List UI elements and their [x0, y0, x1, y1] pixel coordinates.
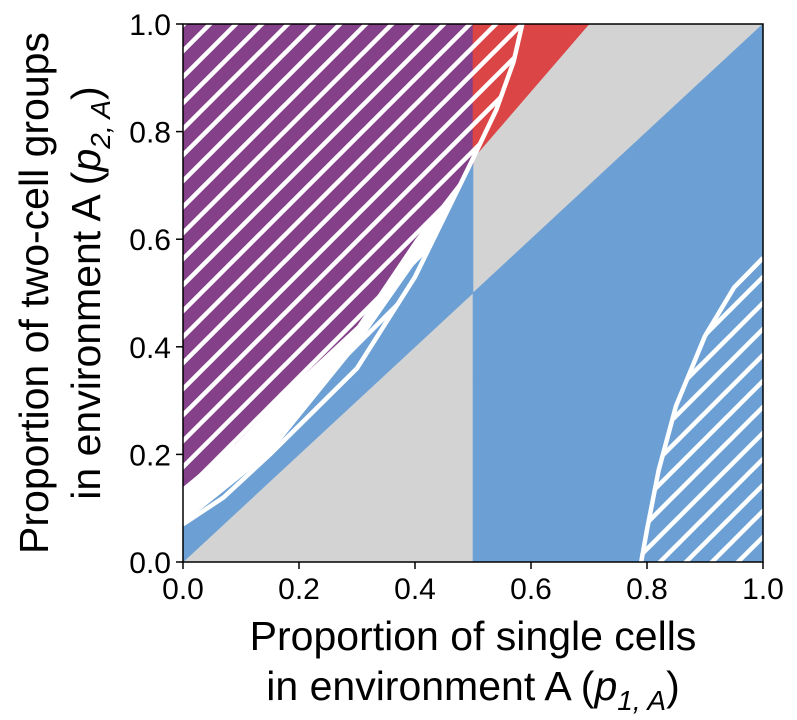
- x-tick-label: 0.6: [510, 573, 552, 606]
- x-axis-label-line1: Proportion of single cells: [250, 613, 697, 659]
- y-axis-label-symbol: p: [63, 149, 109, 174]
- hatched-region-1: [641, 258, 763, 562]
- x-tick-label: 0.2: [278, 573, 320, 606]
- hatched-region-0: [183, 24, 523, 525]
- x-axis-label-symbol: p: [592, 663, 617, 709]
- x-tick-label: 0.8: [626, 573, 668, 606]
- y-tick-label: 1.0: [129, 9, 171, 42]
- hatched-regions: [183, 24, 763, 562]
- boundary-curve-0: [183, 24, 525, 527]
- x-axis-label-subscript: 1, A: [617, 685, 666, 716]
- x-tick-label: 0.0: [162, 573, 204, 606]
- x-axis-label-line2: in environment A (p1, A): [266, 663, 679, 716]
- y-axis-label-line1: Proportion of two-cell groups: [11, 32, 57, 554]
- x-axis-ticks: 0.0 0.2 0.4 0.6 0.8 1.0: [162, 562, 784, 606]
- y-axis-label-close: ): [63, 86, 109, 100]
- x-axis-label-close: ): [666, 663, 680, 709]
- y-axis-label-text: in environment A (: [63, 171, 109, 500]
- y-tick-label: 0.0: [129, 547, 171, 580]
- y-tick-label: 0.4: [129, 332, 171, 365]
- y-tick-label: 0.2: [129, 439, 171, 472]
- x-axis-label-text: in environment A (: [266, 663, 595, 709]
- x-tick-label: 1.0: [742, 573, 784, 606]
- y-axis-label-line2: in environment A (p2, A): [63, 86, 116, 499]
- y-tick-label: 0.6: [129, 224, 171, 257]
- boundary-curve-1: [638, 256, 763, 562]
- boundary-curves: [183, 24, 763, 562]
- x-tick-label: 0.4: [394, 573, 436, 606]
- y-tick-label: 0.8: [129, 117, 171, 150]
- y-axis-ticks: 0.0 0.2 0.4 0.6 0.8 1.0: [129, 9, 183, 580]
- plot-frame: [182, 23, 764, 563]
- y-axis-label-subscript: 2, A: [85, 100, 116, 150]
